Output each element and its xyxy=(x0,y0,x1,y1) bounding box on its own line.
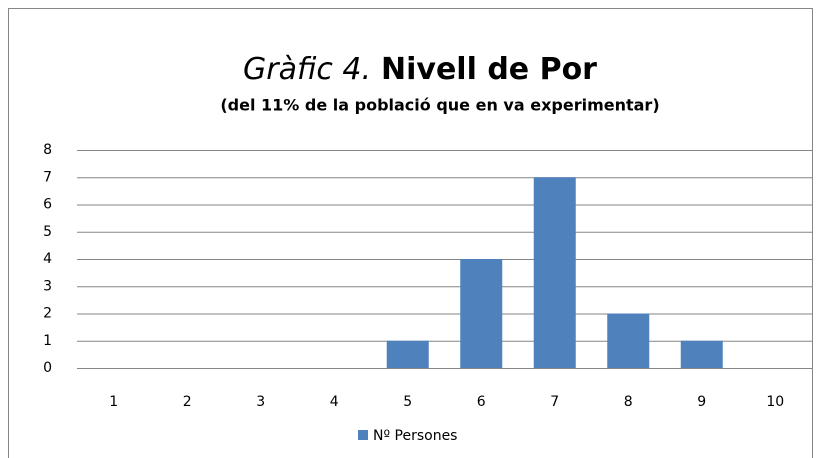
y-tick-label: 4 xyxy=(43,251,52,267)
title-main: Nivell de Por xyxy=(381,52,597,87)
x-tick-label: 5 xyxy=(403,394,412,410)
y-tick-label: 0 xyxy=(43,360,52,376)
bar xyxy=(680,340,723,368)
y-tick-label: 1 xyxy=(43,333,52,349)
legend-swatch xyxy=(358,430,368,440)
bar xyxy=(533,177,576,368)
bar xyxy=(386,340,429,368)
title-prefix: Gràfic 4. xyxy=(243,52,371,87)
x-tick-label: 3 xyxy=(256,394,265,410)
chart-subtitle: (del 11% de la població que en va experi… xyxy=(220,96,659,115)
x-tick-label: 2 xyxy=(183,394,192,410)
x-tick-label: 8 xyxy=(624,394,633,410)
y-tick-label: 7 xyxy=(43,169,52,185)
x-tick-label: 7 xyxy=(550,394,559,410)
chart-title: Gràfic 4. Nivell de Por xyxy=(243,52,597,87)
y-tick-label: 8 xyxy=(43,142,52,158)
y-tick-label: 3 xyxy=(43,278,52,294)
y-tick-label: 6 xyxy=(43,197,52,213)
x-tick-label: 1 xyxy=(109,394,118,410)
x-tick-label: 10 xyxy=(766,394,784,410)
legend-label: Nº Persones xyxy=(373,428,457,444)
bar xyxy=(607,313,650,368)
chart-border xyxy=(8,8,813,458)
bar xyxy=(460,259,503,368)
x-tick-label: 6 xyxy=(477,394,486,410)
y-tick-label: 2 xyxy=(43,306,52,322)
x-tick-label: 4 xyxy=(330,394,339,410)
y-tick-label: 5 xyxy=(43,224,52,240)
x-tick-label: 9 xyxy=(697,394,706,410)
